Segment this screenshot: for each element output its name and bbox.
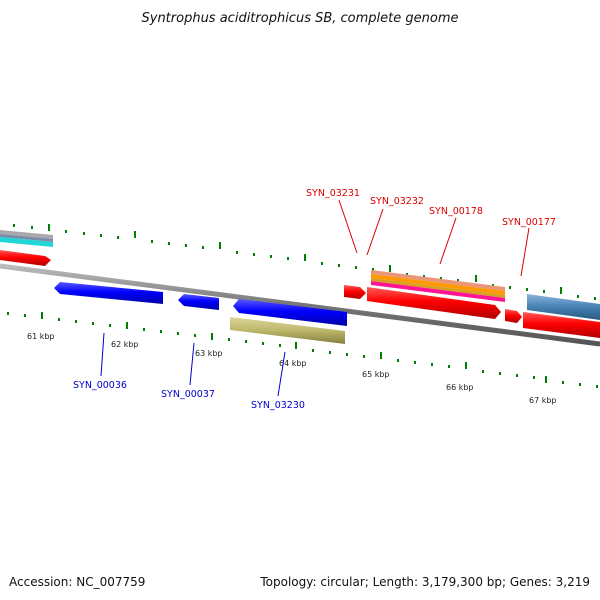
tick-label-67: 67 kbp bbox=[529, 396, 557, 405]
gene-arrow-syn-03231 bbox=[344, 285, 366, 299]
feature-syn-03230 bbox=[230, 317, 345, 344]
accession-text: Accession: NC_007759 bbox=[9, 575, 145, 589]
genome-backbone bbox=[0, 263, 600, 347]
tick-label-63: 63 kbp bbox=[195, 349, 223, 358]
reverse-genes bbox=[54, 282, 347, 344]
feature-group-left bbox=[0, 230, 53, 266]
leader-syn-03230 bbox=[277, 351, 286, 397]
tick-label-65: 65 kbp bbox=[362, 370, 390, 379]
leader-syn-03231 bbox=[338, 199, 358, 254]
forward-genes bbox=[344, 270, 600, 338]
gene-arrow-syn-03232 bbox=[367, 287, 501, 319]
label-syn-03232: SYN_03232 bbox=[370, 196, 424, 207]
feature-band-orange bbox=[371, 274, 505, 295]
label-syn-00177: SYN_00177 bbox=[502, 217, 556, 228]
leader-syn-00177 bbox=[520, 227, 530, 277]
tick-label-66: 66 kbp bbox=[446, 383, 474, 392]
feature-grey-left bbox=[0, 230, 53, 239]
feature-band-magenta bbox=[371, 281, 505, 302]
kbp-labels: 61 kbp 62 kbp 63 kbp 64 kbp 65 kbp 66 kb… bbox=[27, 332, 557, 405]
feature-cyan-left bbox=[0, 237, 53, 247]
tick-label-61: 61 kbp bbox=[27, 332, 55, 341]
leader-syn-00036 bbox=[100, 332, 105, 377]
leader-syn-03232 bbox=[366, 208, 384, 256]
leader-syn-00178 bbox=[439, 217, 457, 265]
feature-steelblue-right bbox=[527, 294, 600, 320]
gene-arrow-forward-left bbox=[0, 250, 51, 266]
gene-arrow-syn-00177 bbox=[523, 312, 600, 338]
gene-arrow-syn-00178 bbox=[505, 309, 522, 323]
feature-band-gold bbox=[371, 278, 505, 298]
leader-syn-00037 bbox=[189, 342, 195, 386]
label-syn-00037: SYN_00037 bbox=[161, 389, 215, 400]
gene-arrow-syn-00036 bbox=[54, 282, 163, 304]
gene-arrow-syn-00037 bbox=[178, 294, 219, 310]
label-syn-03231: SYN_03231 bbox=[306, 188, 360, 199]
tick-label-62: 62 kbp bbox=[111, 340, 139, 349]
label-syn-00178: SYN_00178 bbox=[429, 206, 483, 217]
tick-label-64: 64 kbp bbox=[279, 359, 307, 368]
map-title: Syntrophus aciditrophicus SB, complete g… bbox=[142, 11, 459, 26]
feature-slate-left bbox=[0, 234, 53, 242]
feature-band-salmon bbox=[371, 270, 505, 291]
reverse-labels: SYN_00036 SYN_00037 SYN_03230 bbox=[73, 332, 305, 411]
label-syn-03230: SYN_03230 bbox=[251, 400, 305, 411]
lower-tick-row bbox=[7, 312, 598, 388]
genome-summary-text: Topology: circular; Length: 3,179,300 bp… bbox=[259, 575, 590, 589]
label-syn-00036: SYN_00036 bbox=[73, 380, 127, 391]
gene-arrow-syn-unlabeled bbox=[233, 299, 347, 326]
forward-labels: SYN_03231 SYN_03232 SYN_00178 SYN_00177 bbox=[306, 188, 556, 277]
